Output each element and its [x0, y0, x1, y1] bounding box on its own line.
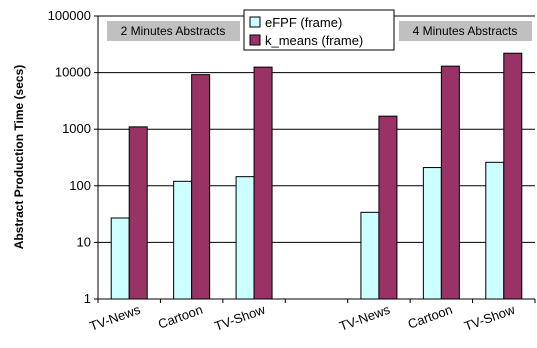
- group-label-text: 4 Minutes Abstracts: [413, 24, 518, 38]
- bar-efpf: [360, 211, 380, 300]
- x-category-label: TV-News: [337, 302, 392, 334]
- x-category-label: TV-Show: [462, 302, 517, 334]
- y-tick-label: 100000: [48, 8, 91, 23]
- bar-efpf: [173, 180, 193, 300]
- legend-swatch-efpf: [249, 16, 261, 28]
- legend-label-kmeans: k_means (frame): [265, 33, 363, 48]
- y-tick-label: 10: [77, 234, 91, 249]
- group-label-4-minutes: 4 Minutes Abstracts: [399, 21, 532, 41]
- legend-swatch-kmeans: [249, 34, 261, 46]
- x-category-labels: TV-News Cartoon TV-Show TV-News Cartoon TV-Sh…: [88, 302, 518, 334]
- x-category-label: TV-Show: [212, 302, 267, 334]
- bar-kmeans: [503, 52, 523, 300]
- bar-kmeans: [378, 115, 398, 300]
- bars: [110, 52, 523, 300]
- x-category-label: Cartoon: [156, 302, 205, 332]
- group-label-2-minutes: 2 Minutes Abstracts: [107, 21, 240, 41]
- x-category-label: TV-News: [88, 302, 143, 334]
- bar-efpf: [485, 161, 505, 300]
- bar-kmeans: [440, 65, 460, 300]
- group-label-box: [399, 21, 532, 41]
- legend-label-efpf: eFPF (frame): [265, 15, 342, 30]
- bar-efpf: [422, 167, 442, 300]
- bar-efpf: [110, 217, 130, 300]
- x-category-label: Cartoon: [406, 302, 455, 332]
- bar-efpf: [235, 176, 255, 300]
- axes: [94, 15, 536, 303]
- bar-kmeans: [191, 74, 211, 300]
- y-axis-title: Abstract Production Time (secs): [12, 65, 26, 250]
- y-tick-label: 1000: [62, 121, 91, 136]
- y-tick-label: 100: [69, 178, 91, 193]
- legend: eFPF (frame) k_means (frame): [243, 9, 395, 51]
- y-tick-label: 1: [84, 291, 91, 306]
- legend-box: [243, 9, 395, 51]
- y-tick-labels: 1 10 100 1000 10000 100000: [48, 8, 91, 306]
- group-label-text: 2 Minutes Abstracts: [121, 24, 226, 38]
- bar-kmeans: [253, 66, 273, 300]
- group-label-box: [107, 21, 240, 41]
- bar-kmeans: [128, 126, 148, 300]
- y-tick-label: 10000: [55, 65, 91, 80]
